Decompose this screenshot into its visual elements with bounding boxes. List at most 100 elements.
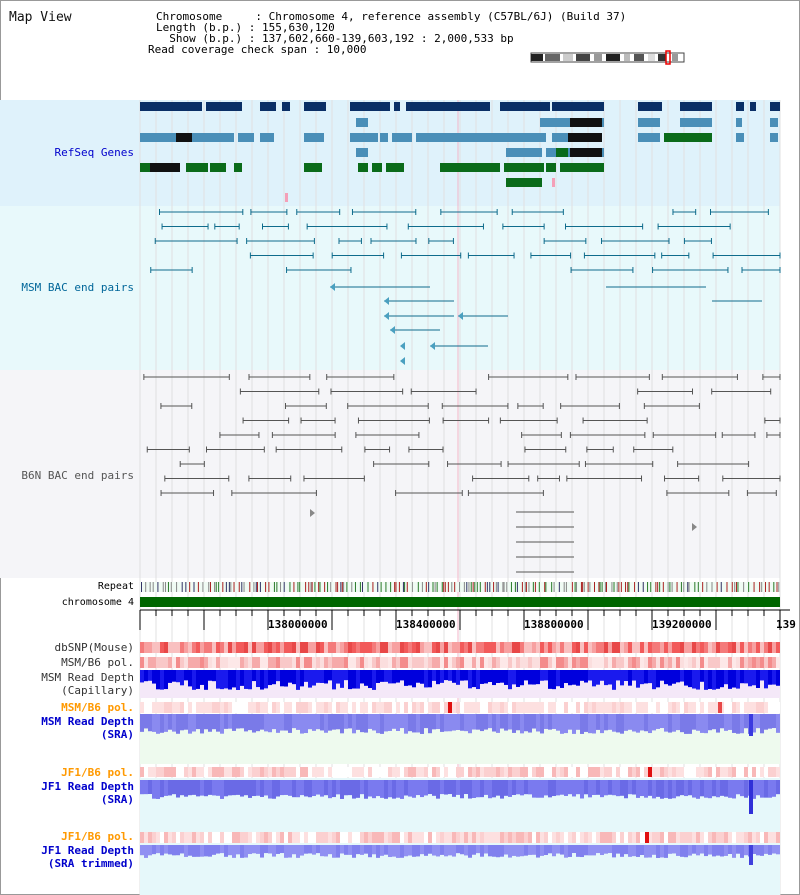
repeat-mark bbox=[305, 582, 307, 592]
repeat-mark bbox=[474, 582, 476, 592]
jf1-pol-heat bbox=[376, 767, 380, 777]
jf1-pol2-heat bbox=[308, 832, 312, 843]
msm-cap-depth bbox=[256, 670, 260, 688]
jf1-pol-heat bbox=[580, 767, 584, 777]
jf1-pol-heat bbox=[152, 767, 156, 777]
msm-sra-depth bbox=[324, 714, 328, 733]
jf1-sra-depth bbox=[668, 780, 672, 799]
jf1-sra-depth bbox=[536, 780, 540, 798]
jf1-sra-depth bbox=[404, 780, 408, 796]
repeat-mark bbox=[680, 582, 682, 592]
jf1-sra-depth bbox=[196, 780, 200, 797]
jf1-pol-heat bbox=[400, 767, 404, 777]
msm-pol2-heat bbox=[240, 702, 244, 713]
jf1-sra-depth bbox=[564, 780, 568, 796]
jf1-pol-heat bbox=[252, 767, 256, 777]
jf1-pol2-heat bbox=[368, 832, 372, 843]
jf1-pol2-heat bbox=[420, 832, 424, 843]
msm-sra-depth bbox=[352, 714, 356, 734]
jf1-sra-depth bbox=[692, 780, 696, 798]
chromosome-ideogram[interactable] bbox=[0, 0, 800, 70]
msm-sra-depth bbox=[600, 714, 604, 734]
msm-sra-depth bbox=[152, 714, 156, 732]
dbsnp-heat bbox=[720, 642, 724, 653]
msm-pol-heat bbox=[336, 657, 340, 668]
repeat-mark bbox=[299, 582, 301, 592]
jf1-sra-depth bbox=[656, 780, 660, 797]
msm-cap-depth bbox=[632, 670, 636, 681]
msm-cap-depth bbox=[448, 670, 452, 681]
jf1-pol2-heat bbox=[660, 832, 664, 843]
msm-sra-depth bbox=[560, 714, 564, 734]
jf1-pol-heat bbox=[492, 767, 496, 777]
jf1-sra-depth bbox=[648, 780, 652, 796]
dbsnp-heat bbox=[352, 642, 356, 653]
msm-pol2-heat bbox=[372, 702, 376, 713]
repeat-mark bbox=[459, 582, 461, 592]
msm-bac-band bbox=[0, 206, 780, 370]
jf1-trim-depth bbox=[744, 845, 748, 856]
msm-sra-depth bbox=[484, 714, 488, 730]
jf1-trim-depth bbox=[240, 845, 244, 858]
jf1-sra-depth bbox=[440, 780, 444, 795]
msm-pol-heat bbox=[512, 657, 516, 668]
repeat-mark bbox=[565, 582, 567, 592]
jf1-trim-depth bbox=[628, 845, 632, 857]
gene-exon bbox=[406, 102, 490, 111]
jf1-trim-depth bbox=[492, 845, 496, 857]
msm-pol-heat bbox=[736, 657, 740, 668]
msm-cap-depth bbox=[768, 670, 772, 685]
dbsnp-heat bbox=[480, 642, 484, 653]
jf1-trim-depth bbox=[380, 845, 384, 856]
jf1-trim-depth bbox=[664, 845, 668, 858]
b6n-bac-label[interactable]: B6N BAC end pairs bbox=[21, 469, 134, 482]
jf1-trim-depth bbox=[336, 845, 340, 858]
jf1-sra-depth bbox=[468, 780, 472, 799]
jf1-trim-depth bbox=[552, 845, 556, 857]
jf1-trim-depth bbox=[276, 845, 280, 854]
repeat-mark bbox=[297, 582, 299, 592]
jf1-trim-depth bbox=[184, 845, 188, 857]
repeat-mark bbox=[394, 582, 396, 592]
msm-pol-heat bbox=[304, 657, 308, 668]
repeat-mark bbox=[463, 582, 465, 592]
ideogram-band bbox=[648, 54, 655, 61]
msm-pol-heat bbox=[752, 657, 756, 668]
dbsnp-heat bbox=[556, 642, 560, 653]
msm-pol2-heat bbox=[652, 702, 656, 713]
jf1-trim-depth bbox=[764, 845, 768, 854]
jf1-pol-heat bbox=[764, 767, 768, 777]
jf1-pol2-heat bbox=[364, 832, 368, 843]
dbsnp-heat bbox=[364, 642, 368, 653]
jf1-sra-depth bbox=[552, 780, 556, 797]
msm-pol-heat bbox=[732, 657, 736, 668]
repeat-mark bbox=[466, 582, 468, 592]
msm-pol2-heat bbox=[264, 702, 268, 713]
dbsnp-heat bbox=[292, 642, 296, 653]
msm-sra-depth bbox=[368, 714, 372, 729]
jf1-pol-heat bbox=[448, 767, 452, 777]
jf1-trim-depth bbox=[196, 845, 200, 857]
msm-sra-depth bbox=[740, 714, 744, 734]
jf1-pol2-heat bbox=[148, 832, 152, 843]
jf1-trim-depth bbox=[432, 845, 436, 856]
refseq-label[interactable]: RefSeq Genes bbox=[54, 146, 134, 159]
msm-pol2-heat bbox=[404, 702, 408, 713]
msm-pol-heat bbox=[724, 657, 728, 668]
jf1-pol-heat bbox=[428, 767, 432, 777]
jf1-pol2-heat bbox=[700, 832, 704, 843]
jf1-pol2-heat bbox=[544, 832, 548, 843]
jf1-pol2-heat bbox=[304, 832, 308, 843]
msm-pol2-heat bbox=[344, 702, 348, 713]
jf1-trim-depth bbox=[476, 845, 480, 854]
dbsnp-heat bbox=[388, 642, 392, 653]
axis-tick-label: 138000000 bbox=[268, 618, 328, 631]
msm-bac-label[interactable]: MSM BAC end pairs bbox=[21, 281, 134, 294]
dbsnp-heat bbox=[380, 642, 384, 653]
msm-sra-depth bbox=[684, 714, 688, 734]
jf1-pol-heat bbox=[512, 767, 516, 777]
jf1-pol2-heat bbox=[724, 832, 728, 843]
msm-pol2-heat bbox=[352, 702, 356, 713]
msm-pol-heat bbox=[580, 657, 584, 668]
